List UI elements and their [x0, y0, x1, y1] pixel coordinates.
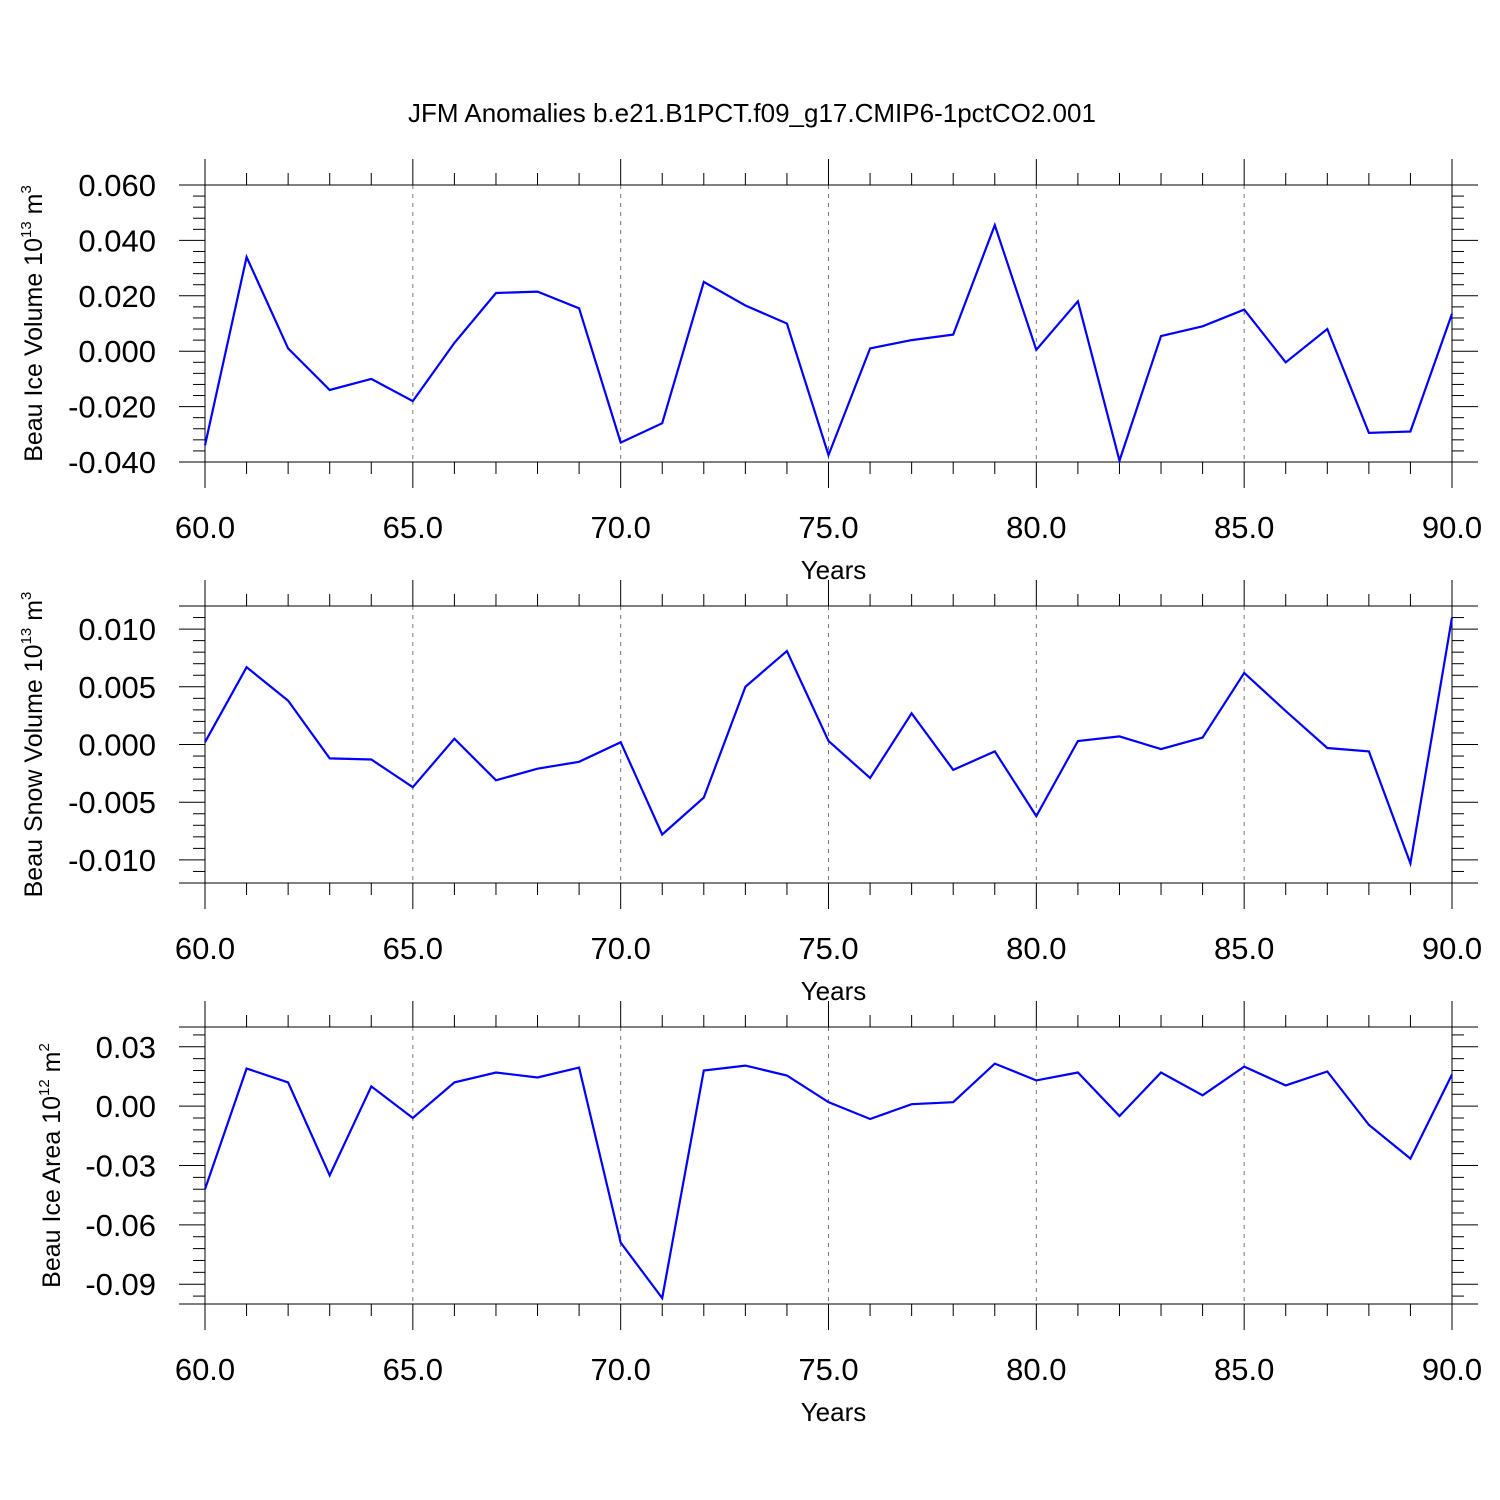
y-tick-label: 0.010	[78, 612, 156, 647]
y-tick-label: -0.020	[68, 390, 156, 425]
x-tick-label: 80.0	[1006, 510, 1066, 545]
y-tick-label: 0.020	[78, 279, 156, 314]
x-tick-label: 85.0	[1214, 931, 1274, 966]
y-axis-label: Beau Ice Area 1012 m2	[36, 1043, 66, 1288]
y-axis-label-part: m	[20, 194, 48, 222]
panel-3: 60.0 65.0 70.0 75.0 80.0 85.0 90.0 -0.09 -0.06 -0…	[36, 1001, 1482, 1427]
figure-title: JFM Anomalies b.e21.B1PCT.f09_g17.CMIP6-…	[408, 98, 1096, 128]
y-axis-label-part: Beau Snow Volume 10	[20, 644, 48, 897]
x-tick-label: 75.0	[798, 1352, 858, 1387]
y-tick-label: -0.010	[68, 843, 156, 878]
y-tick-label: 0.03	[96, 1030, 156, 1065]
x-tick-label: 80.0	[1006, 931, 1066, 966]
series-line	[203, 221, 1454, 465]
y-tick-label: -0.03	[85, 1149, 156, 1184]
y-tick-label: -0.040	[68, 445, 156, 480]
y-axis-label-exponent: 2	[36, 1043, 53, 1051]
x-tick-label: 90.0	[1422, 1352, 1482, 1387]
y-axis-label-exponent: 12	[36, 1079, 53, 1096]
y-axis-label-part: m	[38, 1052, 66, 1080]
x-axis-label: Years	[801, 1397, 867, 1427]
x-tick-label: 70.0	[590, 931, 650, 966]
x-tick-label: 60.0	[175, 510, 235, 545]
x-tick-label: 65.0	[383, 510, 443, 545]
x-tick-label: 75.0	[798, 931, 858, 966]
y-tick-label: 0.005	[78, 670, 156, 705]
panels: 60.0 65.0 70.0 75.0 80.0 85.0 90.0 -0.040 -0.020…	[18, 159, 1482, 1427]
x-tick-label: 65.0	[383, 931, 443, 966]
y-axis-label: Beau Snow Volume 1013 m3	[18, 592, 48, 898]
x-tick-label: 90.0	[1422, 510, 1482, 545]
x-tick-label: 70.0	[590, 1352, 650, 1387]
x-tick-label: 70.0	[590, 510, 650, 545]
series-line	[204, 617, 1454, 868]
y-axis-label: Beau Ice Volume 1013 m3	[18, 185, 48, 462]
x-tick-label: 60.0	[175, 1352, 235, 1387]
y-tick-label: -0.09	[85, 1267, 156, 1302]
x-axis-label: Years	[801, 555, 867, 585]
x-tick-label: 85.0	[1214, 1352, 1274, 1387]
y-axis-label-exponent: 3	[18, 592, 35, 600]
y-axis-label-part: Beau Ice Area 10	[38, 1096, 66, 1288]
y-axis-label-exponent: 13	[18, 628, 35, 645]
x-tick-label: 80.0	[1006, 1352, 1066, 1387]
x-tick-label: 65.0	[383, 1352, 443, 1387]
x-tick-label: 75.0	[798, 510, 858, 545]
y-tick-label: -0.005	[68, 785, 156, 820]
y-axis-label-exponent: 3	[18, 185, 35, 193]
y-tick-label: 0.040	[78, 223, 156, 258]
y-tick-label: 0.00	[96, 1089, 156, 1124]
panel-2: 60.0 65.0 70.0 75.0 80.0 85.0 90.0 -0.010 -0.005…	[18, 580, 1482, 1006]
x-tick-label: 60.0	[175, 931, 235, 966]
x-tick-label: 85.0	[1214, 510, 1274, 545]
x-axis-label: Years	[801, 976, 867, 1006]
series-line	[203, 1062, 1453, 1301]
y-tick-label: 0.060	[78, 168, 156, 203]
y-tick-label: 0.000	[78, 334, 156, 369]
y-tick-label: -0.06	[85, 1208, 156, 1243]
y-tick-label: 0.000	[78, 728, 156, 763]
panel-1: 60.0 65.0 70.0 75.0 80.0 85.0 90.0 -0.040 -0.020…	[18, 159, 1482, 585]
y-axis-label-part: m	[20, 600, 48, 628]
x-tick-label: 90.0	[1422, 931, 1482, 966]
y-axis-label-part: Beau Ice Volume 10	[20, 238, 48, 462]
y-axis-label-exponent: 13	[18, 221, 35, 238]
